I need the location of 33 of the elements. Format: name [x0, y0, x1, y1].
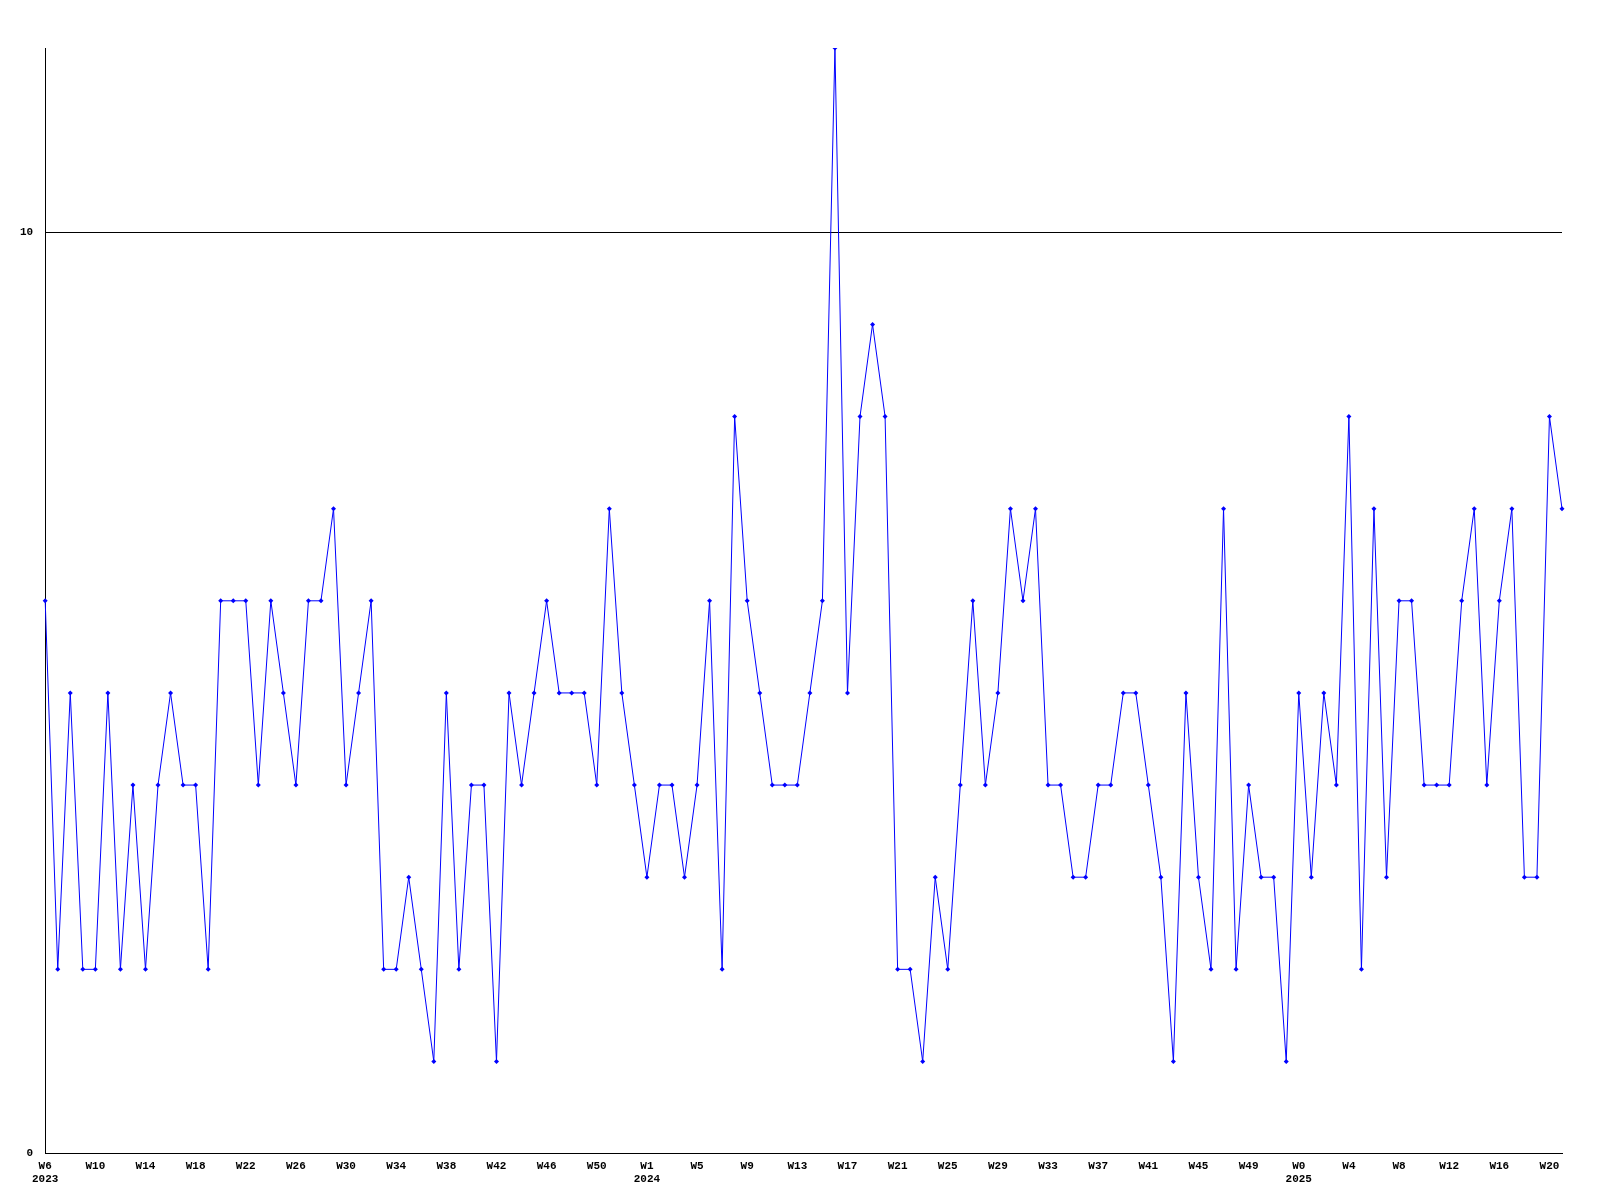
x-tick-label: W14: [135, 1159, 156, 1172]
x-tick-label: W6 2023: [32, 1159, 59, 1186]
x-tick-label: W26: [286, 1159, 306, 1172]
x-tick-label: W41: [1138, 1159, 1159, 1172]
x-tick-label: W12: [1439, 1159, 1460, 1172]
x-tick-label: W45: [1188, 1159, 1209, 1172]
x-tick-label: W46: [536, 1159, 557, 1172]
x-tick-label: W21: [887, 1159, 908, 1172]
x-tick-label: W5: [690, 1159, 705, 1172]
x-tick-label: W10: [85, 1159, 106, 1172]
x-tick-label: W9: [740, 1159, 754, 1172]
x-tick-label: W30: [336, 1159, 356, 1172]
x-tick-label: W17: [837, 1159, 858, 1172]
y-tick-label: 10: [20, 226, 34, 239]
x-tick-label: W37: [1088, 1159, 1109, 1172]
x-tick-label: W29: [988, 1159, 1008, 1172]
x-tick-label: W20: [1539, 1159, 1560, 1172]
x-tick-label: W16: [1489, 1159, 1510, 1172]
x-tick-label: W34: [386, 1159, 407, 1172]
x-tick-label: W49: [1238, 1159, 1259, 1172]
x-tick-label: W0 2025: [1285, 1159, 1313, 1186]
x-tick-label: W50: [586, 1159, 607, 1172]
x-tick-label: W1 2024: [633, 1159, 661, 1186]
x-tick-label: W13: [787, 1159, 808, 1172]
x-tick-label: W38: [436, 1159, 457, 1172]
x-tick-label: W4: [1342, 1159, 1356, 1172]
x-tick-label: W8: [1392, 1159, 1407, 1172]
x-tick-label: W22: [235, 1159, 256, 1172]
x-tick-label: W42: [486, 1159, 507, 1172]
y-tick-label: 0: [26, 1147, 34, 1160]
x-tick-label: W18: [185, 1159, 206, 1172]
x-tick-label: W25: [937, 1159, 959, 1172]
x-tick-label: W33: [1038, 1159, 1059, 1172]
